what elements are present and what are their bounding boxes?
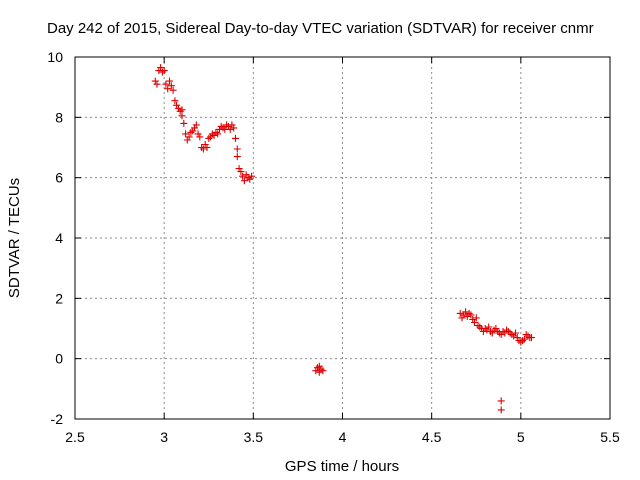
data-point: [312, 367, 320, 375]
data-point: [171, 97, 179, 105]
y-tick-label: 10: [47, 49, 63, 65]
x-tick-labels: 2.5 3 3.5 4 4.5 5 5.5: [65, 429, 620, 445]
data-point: [162, 80, 170, 88]
data-point: [503, 326, 511, 334]
data-point: [166, 77, 173, 85]
grid-lines: [75, 57, 610, 419]
y-axis-label: SDTVAR / TECUs: [6, 178, 23, 298]
data-point: [456, 309, 464, 317]
data-point: [520, 335, 528, 343]
data-point: [476, 323, 484, 331]
x-tick-label: 5.5: [600, 429, 620, 445]
data-point: [183, 136, 191, 144]
x-tick-label: 5: [517, 429, 525, 445]
data-point: [233, 153, 241, 161]
y-tick-label: 8: [55, 109, 63, 125]
axis-ticks: [74, 56, 611, 420]
data-point: [462, 308, 470, 316]
data-point: [178, 112, 186, 120]
data-point: [180, 119, 188, 127]
data-point: [524, 332, 532, 340]
data-point: [199, 145, 207, 153]
y-tick-label: -2: [51, 411, 64, 427]
data-point: [319, 367, 327, 375]
x-tick-label: 4.5: [422, 429, 442, 445]
data-point: [232, 134, 239, 142]
data-points: [151, 64, 535, 414]
data-point: [512, 329, 519, 337]
data-point: [151, 77, 159, 85]
data-point: [167, 82, 175, 90]
data-point: [164, 85, 172, 93]
data-point: [233, 145, 241, 153]
data-point: [472, 314, 480, 322]
x-tick-label: 4: [339, 429, 347, 445]
data-point: [528, 334, 535, 342]
data-point: [203, 144, 211, 151]
y-tick-label: 0: [55, 351, 63, 367]
data-point: [485, 323, 493, 331]
data-point: [187, 128, 195, 136]
data-point: [182, 130, 190, 138]
x-tick-label: 3.5: [244, 429, 264, 445]
data-point: [158, 68, 166, 76]
x-tick-label: 2.5: [65, 429, 85, 445]
data-point: [239, 172, 247, 180]
data-point: [178, 106, 186, 114]
data-point: [185, 133, 193, 141]
y-tick-labels: -2 0 2 4 6 8 10: [47, 49, 63, 427]
data-point: [513, 334, 521, 342]
data-point: [214, 130, 222, 138]
data-point: [157, 64, 165, 72]
y-tick-label: 6: [55, 170, 63, 186]
data-point: [497, 397, 505, 405]
data-point: [226, 125, 234, 133]
data-point: [248, 172, 256, 180]
x-axis-label: GPS time / hours: [285, 458, 399, 475]
data-point: [522, 331, 530, 338]
data-point: [497, 406, 505, 414]
chart-title: Day 242 of 2015, Sidereal Day-to-day VTE…: [47, 20, 594, 37]
data-point: [196, 133, 204, 141]
y-tick-label: 4: [55, 230, 63, 246]
data-point: [160, 67, 168, 75]
y-tick-label: 2: [55, 290, 63, 306]
data-point: [237, 168, 245, 176]
data-point: [240, 177, 248, 185]
data-point: [169, 86, 177, 94]
data-point: [471, 319, 478, 326]
data-point: [481, 325, 489, 332]
data-point: [153, 80, 161, 88]
data-point: [230, 124, 238, 132]
x-tick-label: 3: [160, 429, 168, 445]
data-point: [194, 130, 202, 138]
data-point: [467, 311, 475, 319]
data-point: [205, 134, 213, 142]
data-point: [192, 121, 200, 129]
